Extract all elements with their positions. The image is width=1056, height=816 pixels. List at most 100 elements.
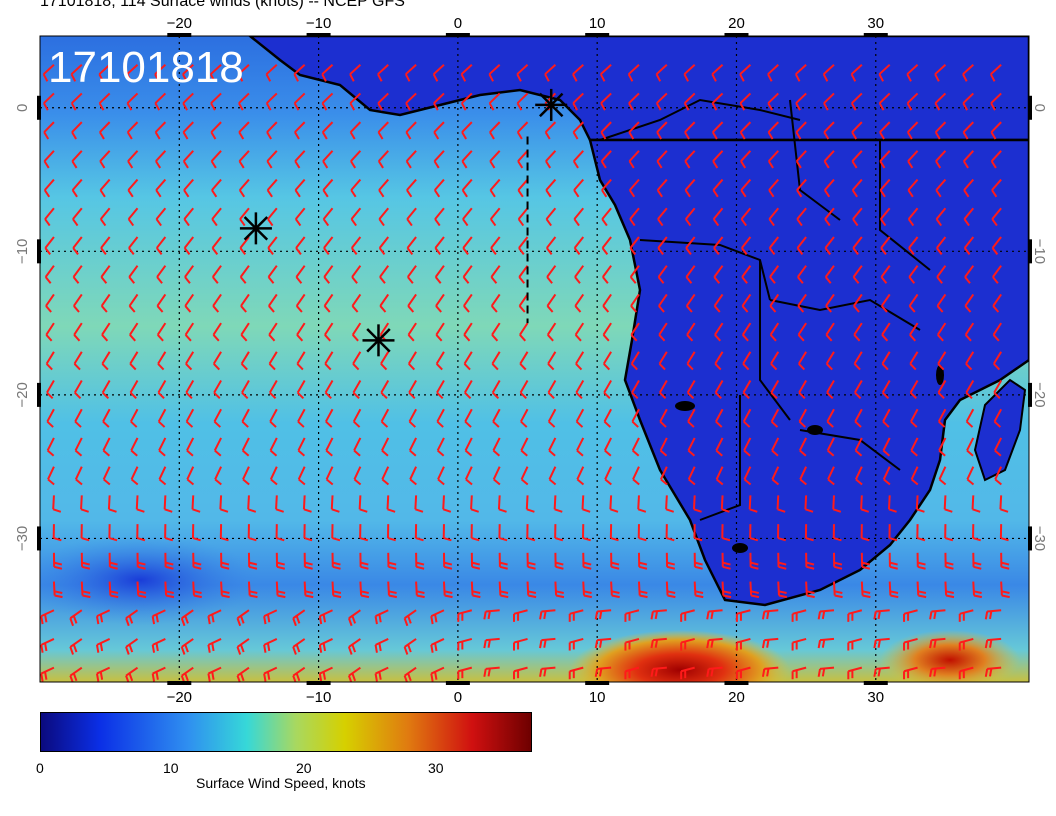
wind-barb: [887, 495, 897, 513]
lat-tick-label: −20: [1031, 382, 1048, 407]
wind-barb: [72, 207, 83, 227]
wind-barb: [108, 524, 118, 542]
wind-barb: [295, 265, 306, 284]
wind-barb: [916, 524, 926, 542]
lon-tick-label: 30: [867, 689, 884, 706]
wind-barb: [936, 293, 947, 313]
wind-barb: [185, 408, 195, 428]
wind-barb: [321, 92, 334, 111]
wind-barb: [70, 92, 83, 111]
wind-barb: [805, 581, 815, 599]
wind-barb: [798, 408, 808, 428]
wind-barb: [457, 637, 473, 651]
wind-barb: [958, 666, 974, 680]
wind-barb: [878, 92, 891, 111]
wind-barb: [992, 351, 1002, 371]
wind-barb: [624, 637, 640, 651]
wind-barb: [322, 207, 334, 227]
wind-barb: [151, 666, 166, 682]
wind-barb: [182, 63, 194, 82]
wind-barb: [238, 178, 250, 198]
land-madagascar: [973, 378, 1027, 482]
wind-barb: [157, 380, 167, 400]
wind-barb: [47, 466, 55, 486]
wind-barb: [386, 524, 396, 542]
wind-barb: [882, 437, 891, 457]
lat-tick-label: −10: [14, 239, 31, 264]
wind-barb: [743, 466, 752, 486]
wind-barb: [873, 609, 890, 620]
wind-barb: [610, 552, 620, 570]
wind-barb: [659, 437, 668, 457]
wind-barb: [238, 150, 250, 169]
wind-barb: [80, 581, 91, 599]
wind-barb: [572, 121, 584, 140]
wind-barb: [854, 408, 863, 428]
wind-barb: [680, 609, 695, 622]
wind-barb: [777, 552, 787, 570]
wind-barb: [463, 351, 473, 371]
wind-barb: [825, 351, 835, 371]
wind-barb: [769, 322, 780, 342]
wind-barb: [490, 236, 501, 256]
wind-barb: [525, 495, 535, 513]
wind-barb: [743, 437, 752, 457]
wind-barb: [460, 63, 473, 82]
wind-barb: [408, 437, 417, 457]
wind-barb: [321, 63, 334, 82]
wind-barb: [377, 150, 389, 169]
wind-barb: [406, 178, 417, 198]
wind-barb: [164, 581, 175, 599]
wind-barb: [184, 322, 195, 342]
wind-barb: [572, 150, 584, 169]
wind-barb: [990, 92, 1002, 111]
wind-barb: [191, 524, 201, 542]
wind-barb: [516, 92, 529, 111]
wind-barb: [797, 351, 807, 371]
wind-barb: [275, 524, 285, 542]
star-marker: [535, 88, 568, 121]
lat-tick-mark: [1028, 239, 1032, 264]
wind-barb: [386, 495, 396, 513]
wind-barb: [655, 92, 668, 111]
lon-tick-label: −10: [306, 15, 331, 32]
wind-barb: [910, 466, 919, 486]
wind-barb: [302, 495, 312, 513]
wind-barb: [155, 178, 167, 198]
wind-barb: [907, 207, 919, 227]
wind-barb: [242, 466, 250, 486]
wind-barb: [908, 236, 919, 256]
wind-barb: [324, 351, 334, 371]
wind-barb: [770, 408, 780, 428]
wind-barb: [853, 351, 863, 371]
wind-barb: [263, 638, 278, 653]
wind-barb: [575, 408, 585, 428]
wind-barb: [937, 408, 947, 428]
wind-barb: [881, 380, 891, 400]
wind-barb: [544, 121, 557, 140]
wind-barb: [98, 92, 111, 111]
wind-barb: [380, 351, 390, 371]
wind-barb: [741, 236, 752, 256]
wind-barb: [827, 466, 835, 486]
wind-barb: [568, 609, 584, 622]
wind-barb: [98, 63, 111, 82]
wind-barb: [879, 150, 891, 169]
wind-barb: [665, 581, 676, 599]
wind-barb: [680, 637, 695, 651]
wind-barb: [180, 638, 194, 655]
wind-barb: [40, 666, 55, 682]
wind-barb: [380, 408, 390, 428]
wind-barb: [492, 408, 501, 428]
wind-barb: [906, 121, 919, 140]
wind-barb: [69, 609, 83, 627]
wind-barb: [964, 293, 975, 313]
lon-tick-mark: [167, 681, 192, 685]
wind-barb: [351, 236, 362, 256]
wind-barb: [1000, 581, 1010, 599]
wind-barb: [826, 380, 835, 400]
wind-barb: [573, 236, 585, 256]
wind-barb: [684, 150, 696, 169]
wind-barb: [101, 322, 111, 342]
wind-barb: [632, 466, 640, 486]
